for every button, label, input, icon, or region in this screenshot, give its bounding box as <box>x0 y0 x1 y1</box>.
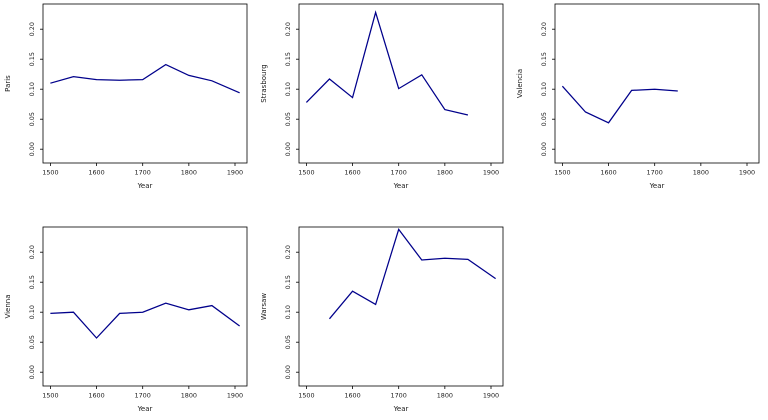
y-tick-label: 0.00 <box>28 142 36 156</box>
plot-frame <box>554 3 760 164</box>
x-tick-label: 1700 <box>647 169 663 177</box>
x-tick-label: 1600 <box>88 169 104 177</box>
y-tick-label: 0.05 <box>540 112 548 126</box>
strasbourg-plot-svg: 1500 1600 1700 1800 1900 0.00 0.05 0.10 0.15 0.20… <box>260 3 504 190</box>
plot-frame <box>42 3 248 164</box>
y-tick-label: 0.00 <box>28 365 36 379</box>
y-tick-label: 0.10 <box>28 305 36 319</box>
y-tick-label: 0.05 <box>28 335 36 349</box>
vienna-plot-svg: 1500 1600 1700 1800 1900 0.00 0.05 0.10 0.15 0.20… <box>4 226 248 413</box>
x-tick-label: 1800 <box>437 169 453 177</box>
y-tick-label: 0.10 <box>540 82 548 96</box>
x-axis-title: Year <box>393 405 409 413</box>
x-tick-label: 1900 <box>227 392 243 400</box>
data-line <box>50 302 240 339</box>
x-tick-label: 1800 <box>181 169 197 177</box>
x-tick-label: 1800 <box>437 392 453 400</box>
y-axis-title: Vienna <box>4 294 12 318</box>
chart-strasbourg: 1500 1600 1700 1800 1900 0.00 0.05 0.10 0.15 0.20… <box>256 0 512 210</box>
y-tick-label: 0.20 <box>284 245 292 259</box>
y-axis-title: Paris <box>4 75 12 92</box>
x-tick-label: 1700 <box>391 392 407 400</box>
x-axis-title: Year <box>137 182 153 190</box>
x-tick-label: 1800 <box>693 169 709 177</box>
y-tick-label: 0.05 <box>28 112 36 126</box>
y-tick-label: 0.00 <box>540 142 548 156</box>
y-tick-label: 0.00 <box>284 365 292 379</box>
x-tick-label: 1500 <box>298 392 314 400</box>
x-tick-label: 1700 <box>391 169 407 177</box>
y-tick-label: 0.15 <box>284 52 292 66</box>
chart-warsaw: 1500 1600 1700 1800 1900 0.00 0.05 0.10 0.15 0.20… <box>256 210 512 420</box>
x-tick-label: 1800 <box>181 392 197 400</box>
valencia-plot-svg: 1500 1600 1700 1800 1900 0.00 0.05 0.10 0.15 0.20… <box>516 3 760 190</box>
plot-frame <box>298 3 504 164</box>
y-tick-label: 0.20 <box>284 22 292 36</box>
x-tick-label: 1600 <box>344 169 360 177</box>
x-axis-title: Year <box>649 182 665 190</box>
y-tick-label: 0.15 <box>28 275 36 289</box>
plot-frame <box>298 226 504 387</box>
chart-paris: 1500 1600 1700 1800 1900 0.00 0.05 0.10 0.15 0.20… <box>0 0 256 210</box>
y-tick-label: 0.15 <box>28 52 36 66</box>
x-tick-label: 1500 <box>42 392 58 400</box>
y-tick-label: 0.05 <box>284 112 292 126</box>
x-tick-label: 1900 <box>227 169 243 177</box>
x-tick-label: 1500 <box>42 169 58 177</box>
data-line <box>328 228 496 320</box>
y-tick-label: 0.20 <box>540 22 548 36</box>
data-line <box>50 63 240 94</box>
x-tick-label: 1600 <box>600 169 616 177</box>
y-tick-label: 0.15 <box>540 52 548 66</box>
x-axis-title: Year <box>137 405 153 413</box>
x-tick-label: 1600 <box>344 392 360 400</box>
x-tick-label: 1600 <box>88 392 104 400</box>
y-tick-label: 0.20 <box>28 245 36 259</box>
plot-frame <box>42 226 248 387</box>
y-tick-label: 0.10 <box>284 82 292 96</box>
x-tick-label: 1900 <box>739 169 755 177</box>
chart-vienna: 1500 1600 1700 1800 1900 0.00 0.05 0.10 0.15 0.20… <box>0 210 256 420</box>
y-axis-title: Warsaw <box>260 293 268 321</box>
data-line <box>305 10 469 116</box>
data-line <box>561 85 678 124</box>
y-axis-title: Strasbourg <box>260 64 268 102</box>
x-tick-label: 1900 <box>483 392 499 400</box>
y-tick-label: 0.05 <box>284 335 292 349</box>
x-tick-label: 1500 <box>298 169 314 177</box>
paris-plot-svg: 1500 1600 1700 1800 1900 0.00 0.05 0.10 0.15 0.20… <box>4 3 248 190</box>
y-axis-title: Valencia <box>516 69 524 98</box>
x-tick-label: 1700 <box>135 392 151 400</box>
y-tick-label: 0.10 <box>284 305 292 319</box>
x-tick-label: 1900 <box>483 169 499 177</box>
y-tick-label: 0.15 <box>284 275 292 289</box>
x-tick-label: 1500 <box>554 169 570 177</box>
chart-valencia: 1500 1600 1700 1800 1900 0.00 0.05 0.10 0.15 0.20… <box>512 0 768 210</box>
y-tick-label: 0.00 <box>284 142 292 156</box>
y-tick-label: 0.20 <box>28 22 36 36</box>
x-tick-label: 1700 <box>135 169 151 177</box>
warsaw-plot-svg: 1500 1600 1700 1800 1900 0.00 0.05 0.10 0.15 0.20… <box>260 226 504 413</box>
y-tick-label: 0.10 <box>28 82 36 96</box>
x-axis-title: Year <box>393 182 409 190</box>
